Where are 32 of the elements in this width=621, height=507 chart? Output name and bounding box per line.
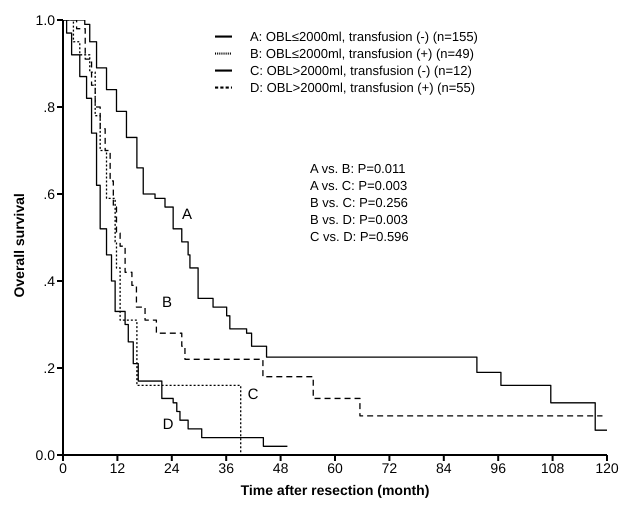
x-tick-label: 24 [164,460,180,476]
annotation: B vs. C: P=0.256 [310,194,409,211]
legend-label: C: OBL>2000ml, transfusion (-) (n=12) [250,62,472,78]
x-tick-label: 60 [327,460,343,476]
x-tick-label: 84 [436,460,452,476]
y-tick-label: .2 [43,360,56,376]
x-tick-label: 36 [218,460,234,476]
annotation: A vs. B: P=0.011 [310,160,407,177]
legend-label: B: OBL≤2000ml, transfusion (+) (n=49) [250,46,474,61]
y-tick-label: .8 [43,98,56,115]
x-axis-title: Time after resection (month) [240,482,430,498]
legend-label: A: OBL≤2000ml, transfusion (-) (n=155) [250,28,478,44]
x-tick-label: 96 [490,460,506,476]
y-tick-label: .4 [43,272,56,289]
y-axis-title: Overall survival [10,193,27,298]
x-tick-label: 0 [59,460,68,476]
annotation: C vs. D: P=0.596 [310,228,409,245]
y-tick-label: 1.0 [36,12,56,28]
x-tick-label: 72 [382,460,398,476]
annotation: D [162,416,174,433]
y-tick-label: .6 [43,186,56,202]
x-tick-label: 108 [540,460,564,476]
annotation: A vs. C: P=0.003 [310,177,408,194]
x-tick-label: 12 [110,460,126,476]
annotation: C [248,386,259,403]
y-tick-label: 0.0 [36,446,56,463]
x-tick-label: 120 [595,460,619,476]
annotation: A [182,206,192,223]
legend-label: D: OBL>2000ml, transfusion (+) (n=55) [250,80,476,95]
annotation: B vs. D: P=0.003 [310,211,409,228]
annotation: B [162,294,172,311]
x-tick-label: 48 [272,460,289,476]
